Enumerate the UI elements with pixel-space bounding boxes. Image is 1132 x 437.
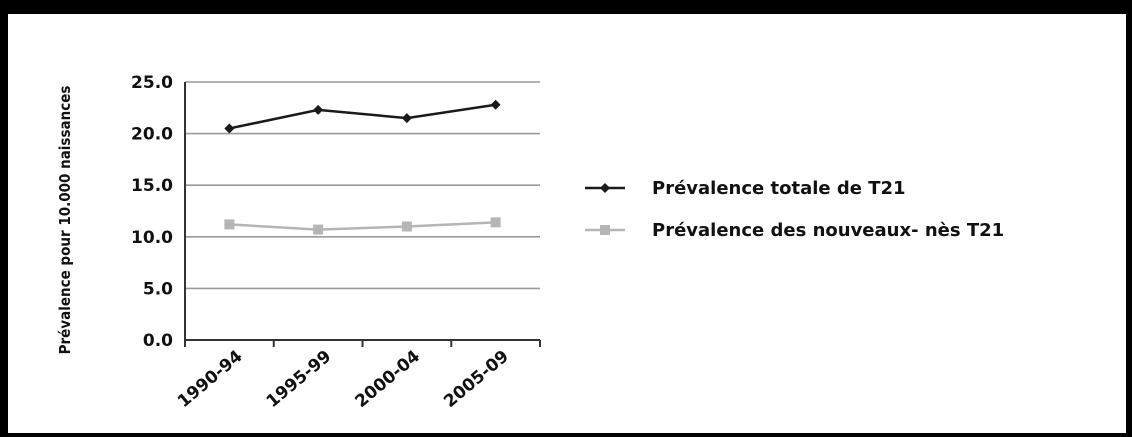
data-point [490, 99, 501, 110]
data-point [490, 217, 501, 228]
y-tick-label: 0.0 [143, 331, 173, 351]
series-line [229, 221, 496, 231]
series-2 [224, 217, 501, 235]
y-tick-label: 15.0 [131, 176, 173, 196]
x-tick-labels: 1990-94 1995-99 2000-04 2005-09 [174, 346, 513, 412]
x-tick-label: 1995-99 [263, 347, 336, 412]
grid-lines [185, 81, 540, 290]
x-tick-label: 2005-09 [440, 347, 513, 412]
y-tick-label: 5.0 [143, 279, 173, 299]
axes [184, 82, 541, 347]
legend-marker [600, 225, 610, 235]
legend-label: Prévalence des nouveaux- nès T21 [652, 220, 1004, 241]
series-1 [224, 99, 501, 134]
data-point [401, 221, 412, 232]
x-tick-label: 2000-04 [351, 346, 424, 412]
legend: Prévalence totale de T21 Prévalence des n… [585, 178, 1004, 241]
data-point [224, 219, 235, 230]
series-line [229, 103, 496, 130]
legend-label: Prévalence totale de T21 [652, 178, 906, 199]
y-axis-label: Prévalence pour 10.000 naissances [56, 86, 74, 355]
y-tick-labels: 0.0 5.0 10.0 15.0 20.0 25.0 [131, 73, 173, 351]
legend-item-1: Prévalence totale de T21 [585, 178, 906, 199]
data-point [313, 104, 324, 115]
series-group [224, 99, 501, 235]
y-tick-label: 20.0 [131, 125, 173, 145]
data-point [224, 123, 235, 134]
legend-item-2: Prévalence des nouveaux- nès T21 [585, 220, 1004, 241]
y-tick-label: 25.0 [131, 73, 173, 93]
legend-marker [600, 183, 610, 193]
x-tick-label: 1990-94 [174, 346, 247, 412]
y-tick-label: 10.0 [131, 228, 173, 248]
data-point [401, 113, 412, 124]
data-point [313, 224, 324, 235]
